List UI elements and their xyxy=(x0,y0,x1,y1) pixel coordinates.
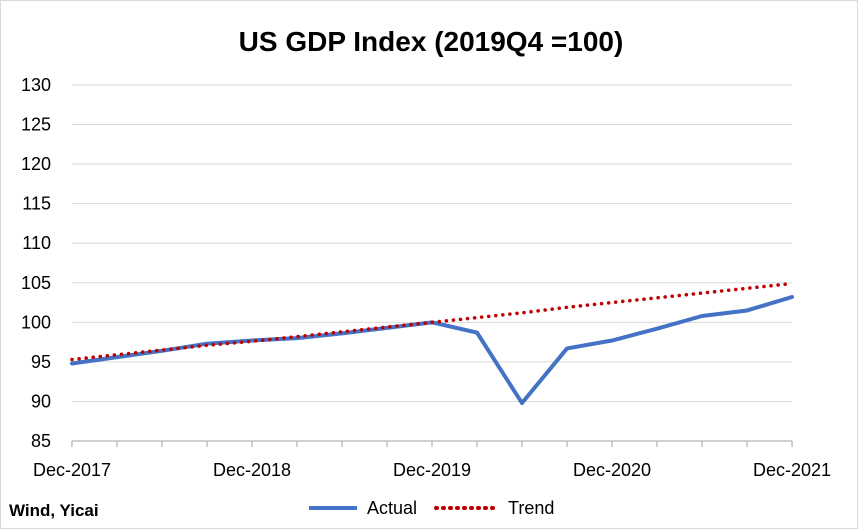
chart-title: US GDP Index (2019Q4 =100) xyxy=(239,26,624,57)
y-tick-label: 110 xyxy=(22,233,51,253)
gridlines xyxy=(72,84,792,402)
y-tick-label: 105 xyxy=(21,273,51,293)
y-axis-ticks: 85 90 95 100 105 110 115 120 125 130 xyxy=(21,75,51,451)
y-tick-label: 130 xyxy=(21,75,51,95)
x-tick-label: Dec-2018 xyxy=(213,460,291,480)
y-tick-label: 85 xyxy=(31,431,51,451)
legend-actual-label: Actual xyxy=(367,498,417,518)
y-tick-label: 100 xyxy=(21,312,51,332)
y-tick-label: 120 xyxy=(21,154,51,174)
source-note: Wind, Yicai xyxy=(9,501,99,520)
series-layer xyxy=(70,281,794,406)
x-axis: Dec-2017 Dec-2018 Dec-2019 Dec-2020 Dec-2021 xyxy=(33,440,831,480)
legend: Actual Trend xyxy=(309,498,554,518)
x-tick-label: Dec-2020 xyxy=(573,460,651,480)
y-tick-label: 90 xyxy=(31,391,51,411)
legend-trend-label: Trend xyxy=(508,498,554,518)
series-line-actual xyxy=(70,295,794,406)
y-tick-label: 95 xyxy=(31,352,51,372)
y-tick-label: 125 xyxy=(21,115,51,135)
x-tick-label: Dec-2017 xyxy=(33,460,111,480)
y-tick-label: 115 xyxy=(22,194,51,214)
series-line-trend xyxy=(70,281,794,362)
x-tick-label: Dec-2021 xyxy=(753,460,831,480)
x-tick-label: Dec-2019 xyxy=(393,460,471,480)
